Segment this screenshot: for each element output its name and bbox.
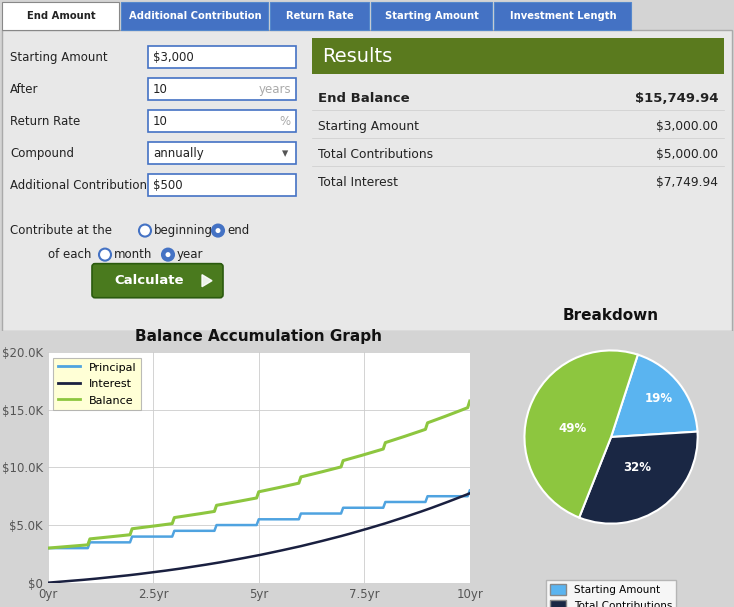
Circle shape (162, 249, 174, 260)
FancyBboxPatch shape (121, 2, 268, 30)
FancyBboxPatch shape (312, 38, 724, 74)
Text: End Balance: End Balance (318, 92, 410, 105)
Circle shape (216, 228, 220, 233)
Text: Total Contributions: Total Contributions (318, 148, 433, 161)
Principal (465, 487, 474, 494)
Text: Results: Results (322, 47, 392, 66)
Text: Additional Contribution: Additional Contribution (128, 11, 261, 21)
Interest (46, 579, 54, 586)
Interest (272, 548, 280, 555)
Text: Return Rate: Return Rate (10, 115, 80, 128)
Text: $3,000: $3,000 (153, 50, 194, 64)
Line: Interest: Interest (48, 493, 470, 583)
Wedge shape (611, 354, 697, 437)
FancyBboxPatch shape (148, 78, 296, 100)
Principal (272, 516, 280, 523)
FancyBboxPatch shape (148, 174, 296, 197)
Line: Principal: Principal (48, 490, 470, 548)
Principal (46, 544, 54, 552)
Principal (429, 493, 438, 500)
Wedge shape (579, 432, 697, 524)
Wedge shape (525, 350, 638, 518)
Title: Breakdown: Breakdown (563, 308, 659, 324)
Text: beginning: beginning (154, 224, 213, 237)
Polygon shape (202, 275, 212, 287)
Text: After: After (10, 83, 38, 96)
Text: End Amount: End Amount (26, 11, 95, 21)
FancyBboxPatch shape (2, 30, 732, 331)
Interest (197, 561, 206, 569)
Title: Balance Accumulation Graph: Balance Accumulation Graph (135, 329, 382, 344)
Text: ▾: ▾ (282, 147, 288, 160)
Circle shape (212, 225, 224, 237)
FancyBboxPatch shape (148, 143, 296, 164)
Text: Additional Contribution: Additional Contribution (10, 179, 147, 192)
Interest (81, 576, 90, 583)
Text: Contribute at the: Contribute at the (10, 224, 112, 237)
Line: Balance: Balance (48, 401, 470, 548)
FancyBboxPatch shape (494, 2, 631, 30)
Text: Calculate: Calculate (115, 274, 184, 287)
Balance (81, 541, 90, 549)
Legend: Starting Amount, Total Contributions, Interest: Starting Amount, Total Contributions, In… (545, 580, 677, 607)
Interest (220, 558, 229, 565)
Principal (197, 527, 206, 535)
Principal (81, 544, 90, 552)
Text: Starting Amount: Starting Amount (385, 11, 479, 21)
Balance (197, 510, 206, 517)
Circle shape (165, 252, 170, 257)
Text: %: % (280, 115, 291, 128)
Balance (46, 544, 54, 552)
Text: month: month (114, 248, 153, 261)
Text: year: year (177, 248, 203, 261)
Text: end: end (227, 224, 250, 237)
Text: Total Interest: Total Interest (318, 176, 398, 189)
Interest (43, 579, 52, 586)
Text: Starting Amount: Starting Amount (10, 50, 108, 64)
FancyBboxPatch shape (371, 2, 492, 30)
FancyBboxPatch shape (92, 263, 223, 297)
Balance (43, 544, 52, 552)
Text: $7,749.94: $7,749.94 (656, 176, 718, 189)
Balance (272, 484, 280, 492)
Text: 32%: 32% (623, 461, 651, 474)
Interest (465, 490, 474, 497)
FancyBboxPatch shape (148, 110, 296, 132)
Text: Investment Length: Investment Length (509, 11, 617, 21)
FancyBboxPatch shape (270, 2, 369, 30)
Text: Starting Amount: Starting Amount (318, 120, 419, 133)
Balance (465, 398, 474, 405)
Text: $3,000.00: $3,000.00 (656, 120, 718, 133)
FancyBboxPatch shape (148, 46, 296, 68)
Balance (429, 417, 438, 424)
Text: $15,749.94: $15,749.94 (634, 92, 718, 105)
Principal (43, 544, 52, 552)
Circle shape (139, 225, 151, 237)
Text: Compound: Compound (10, 147, 74, 160)
FancyBboxPatch shape (2, 2, 119, 30)
Text: of each: of each (48, 248, 91, 261)
Text: 10: 10 (153, 115, 168, 128)
Text: $500: $500 (153, 179, 183, 192)
Principal (220, 521, 229, 529)
Text: years: years (258, 83, 291, 96)
Text: annually: annually (153, 147, 204, 160)
Text: 10: 10 (153, 83, 168, 96)
Legend: Principal, Interest, Balance: Principal, Interest, Balance (54, 358, 141, 410)
Circle shape (99, 249, 111, 260)
Interest (429, 503, 438, 510)
Text: 49%: 49% (558, 422, 586, 435)
Text: Return Rate: Return Rate (286, 11, 354, 21)
Balance (220, 500, 229, 507)
Text: $5,000.00: $5,000.00 (656, 148, 718, 161)
Text: 19%: 19% (644, 392, 673, 404)
